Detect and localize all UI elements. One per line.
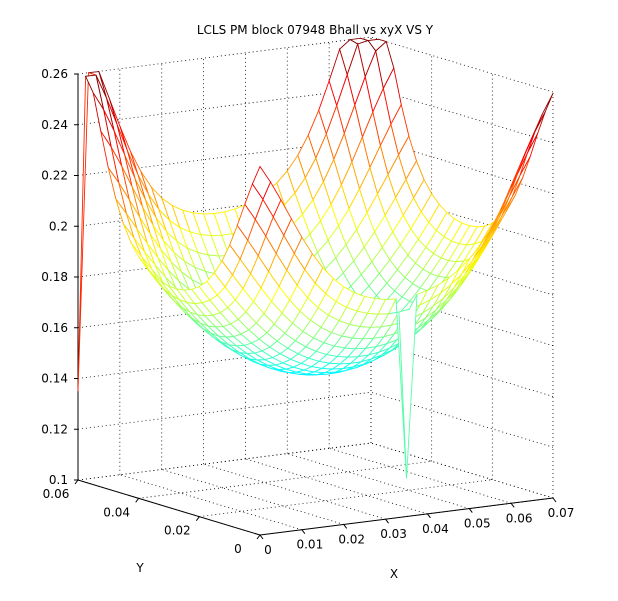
y-tick-label: 0 [234,542,242,556]
grid-line [203,463,386,520]
grid-line [77,36,372,75]
grid-line [287,453,470,509]
y-tick-mark [74,479,79,485]
x-axis-line [259,497,554,536]
grid-line [77,391,372,430]
grid-line [119,474,302,531]
y-axis-label: Y [135,561,144,575]
tick-labels: 0 0.01 0.02 0.03 0.04 0.05 0.06 0.07 0 0.02 0.04 0.… [41,67,574,557]
x-tick-label: 0.04 [422,522,449,536]
y-tick-label: 0.06 [43,487,70,501]
y-tick-mark [195,516,200,521]
x-tick-mark [552,497,557,503]
z-tick-label: 0.14 [41,372,68,386]
x-tick-label: 0.02 [338,532,365,546]
y-tick-label: 0.02 [164,524,191,538]
z-tick-label: 0.26 [41,67,68,81]
y-axis-line [77,479,261,536]
y-tick-mark [135,498,140,503]
x-tick-label: 0.03 [380,527,407,541]
z-tick-label: 0.2 [49,219,68,233]
z-tick-label: 0.24 [41,118,68,132]
z-tick-label: 0.12 [41,422,68,436]
grid-line [161,469,344,525]
surface-mesh [77,37,554,479]
x-tick-label: 0.07 [548,506,575,520]
x-tick-label: 0 [264,543,272,557]
chart-title: LCLS PM block 07948 Bhall vs xyX VS Y [197,23,434,37]
x-tick-mark [427,513,431,519]
grid-line [77,442,372,481]
x-tick-mark [301,529,306,535]
mesh-cell [77,72,97,392]
z-tick-label: 0.1 [49,473,68,487]
grid-line [245,458,428,515]
x-tick-mark [510,502,515,508]
grid-line [329,447,512,504]
mesh-cell [519,132,539,176]
y-tick-label: 0.04 [103,505,130,519]
z-tick-label: 0.22 [41,169,68,183]
x-tick-mark [385,518,389,524]
grid-line [370,36,554,93]
grid-line [370,391,554,448]
x-tick-label: 0.05 [464,517,491,531]
x-tick-mark [468,508,473,513]
mesh-cell [251,165,272,201]
z-tick-label: 0.18 [41,270,68,284]
x-axis-label: X [390,567,398,581]
x-tick-mark [259,534,264,540]
grid-line [370,442,554,499]
grid-line [370,341,554,397]
x-tick-label: 0.06 [506,511,533,525]
mesh-cell [526,111,546,154]
x-tick-label: 0.01 [296,538,323,552]
y-tick-mark [256,534,261,540]
grid-line [138,460,432,499]
x-tick-mark [343,524,348,529]
z-tick-label: 0.16 [41,321,68,335]
